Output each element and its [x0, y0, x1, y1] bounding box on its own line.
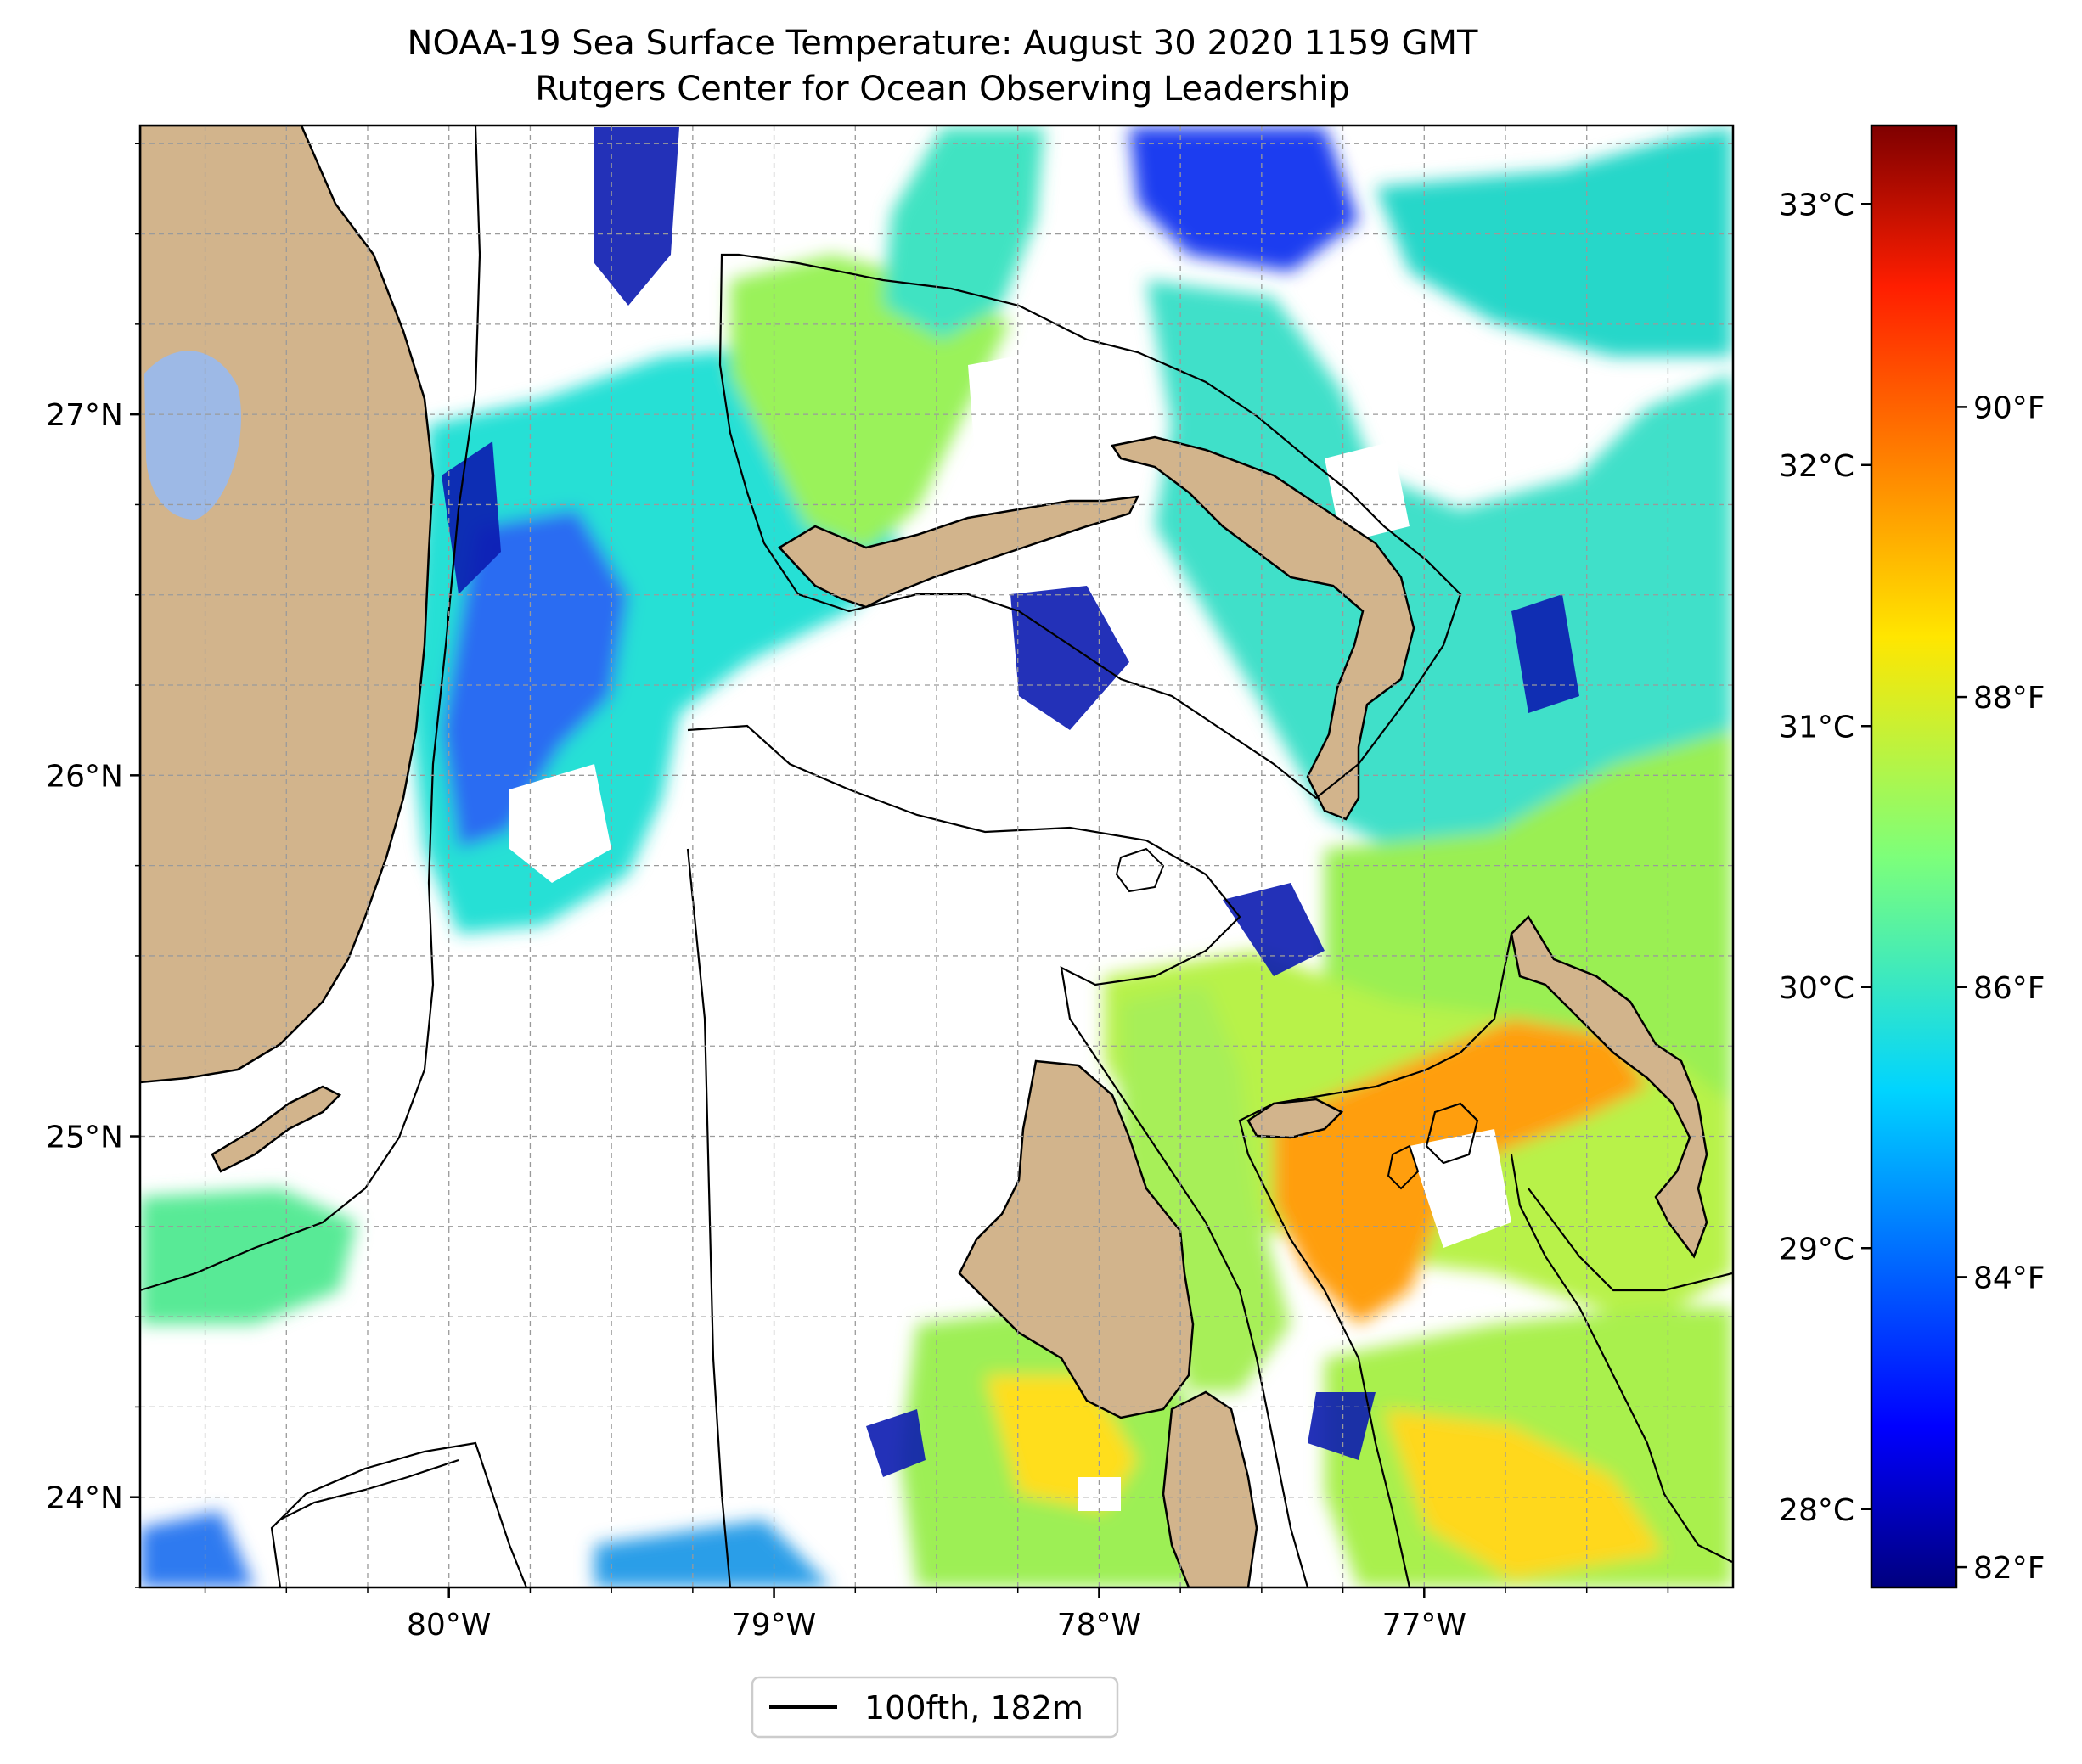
sst-cold-edge-2	[442, 441, 501, 594]
isobath-cay-sal-left	[279, 1458, 459, 1520]
isobath-exuma	[1238, 933, 1513, 1587]
legend-label: 100fth, 182m	[864, 1689, 1083, 1727]
sst-cold-edge-5	[1308, 1392, 1376, 1460]
sst-patch-east-upper	[1129, 127, 1359, 272]
lat-tick-label: 25°N	[46, 1121, 123, 1155]
sst-patch-south-west	[140, 1511, 255, 1587]
sst-patch-south-east-warm	[1384, 1409, 1664, 1579]
colorbar-celsius-axis: 28°C 29°C 30°C 31°C 32°C 33°C	[1779, 188, 1871, 1528]
cloud-hole-1	[509, 764, 611, 883]
sst-patch-west-keys	[140, 1188, 357, 1324]
legend: 100fth, 182m	[751, 1676, 1119, 1739]
cloud-hole-3	[1325, 441, 1410, 543]
colorbar-gradient	[1870, 124, 1958, 1589]
colorbar-fahrenheit-axis: 82°F 84°F 86°F 88°F 90°F	[1956, 390, 2045, 1586]
lat-tick-label: 26°N	[46, 759, 123, 794]
isobath-east-shelf	[1528, 1188, 1733, 1292]
fahrenheit-tick-label: 86°F	[1973, 971, 2045, 1006]
sst-cold-edge-4	[1223, 883, 1325, 976]
colorbar: 28°C 29°C 30°C 31°C 32°C 33°C 82°F 84°F 86°F 88°…	[1779, 124, 2045, 1589]
lon-tick-label: 77°W	[1382, 1608, 1466, 1643]
isobath-little-bahama-bank	[718, 253, 1462, 800]
map-area	[140, 126, 1733, 1587]
bank-outlines	[1115, 847, 1420, 1190]
cloud-hole-2	[968, 340, 1155, 526]
sst-cold-edge-6	[866, 1409, 926, 1477]
fahrenheit-tick-label: 84°F	[1973, 1261, 2045, 1295]
lat-tick-label: 24°N	[46, 1481, 123, 1516]
celsius-tick-label: 29°C	[1779, 1232, 1854, 1267]
bank-outline-bimini	[1115, 847, 1165, 893]
sst-patch-straits-blue	[442, 509, 628, 849]
lake-okeechobee	[144, 351, 241, 520]
land-abaco	[1110, 435, 1415, 821]
axis-labels: 24°N 25°N 26°N 27°N 80°W 79°W 78°W 77°W	[46, 143, 1669, 1643]
land-andros	[958, 1059, 1195, 1419]
map-title-line-2: Rutgers Center for Ocean Observing Leade…	[535, 70, 1350, 109]
lat-tick-label: 27°N	[46, 398, 123, 433]
isobath-tongue-of-ocean	[1425, 1102, 1479, 1165]
celsius-tick-label: 31°C	[1779, 710, 1854, 744]
celsius-tick-label: 30°C	[1779, 971, 1854, 1006]
isobath-100fth	[140, 126, 1733, 1587]
sst-patch-northeast	[1146, 280, 1732, 849]
map-title-line-1: NOAA-19 Sea Surface Temperature: August …	[408, 24, 1478, 63]
fahrenheit-tick-label: 90°F	[1973, 390, 2045, 425]
isobath-channel-west	[686, 848, 732, 1587]
lon-tick-label: 79°W	[732, 1608, 816, 1643]
fahrenheit-tick-label: 82°F	[1973, 1551, 2045, 1586]
celsius-tick-label: 28°C	[1779, 1493, 1854, 1528]
isobath-exuma-inner	[1510, 1154, 1733, 1563]
isobath-great-bahama-bank	[687, 724, 1309, 1587]
land-andros-south	[1162, 1390, 1258, 1587]
lon-tick-label: 78°W	[1057, 1608, 1141, 1643]
celsius-tick-label: 33°C	[1779, 188, 1854, 222]
isobath-cay-sal	[270, 1441, 528, 1587]
cloud-hole-4	[1410, 1129, 1511, 1248]
lon-tick-label: 80°W	[407, 1608, 491, 1643]
bank-outline-tongue	[1387, 1144, 1420, 1190]
sst-patch-south-blue	[594, 1520, 832, 1587]
sst-cold-edge-7	[1511, 594, 1579, 713]
land-eleuthera	[1510, 914, 1708, 1259]
gridlines	[140, 126, 1733, 1587]
sst-cold-edge-1	[594, 127, 679, 306]
land-florida-keys	[211, 1085, 342, 1173]
fahrenheit-tick-label: 88°F	[1973, 681, 2045, 716]
isobath-florida-shelf	[140, 126, 481, 1292]
sst-patch-east-top	[1376, 127, 1732, 357]
celsius-tick-label: 32°C	[1779, 449, 1854, 484]
legend-box	[751, 1676, 1119, 1739]
